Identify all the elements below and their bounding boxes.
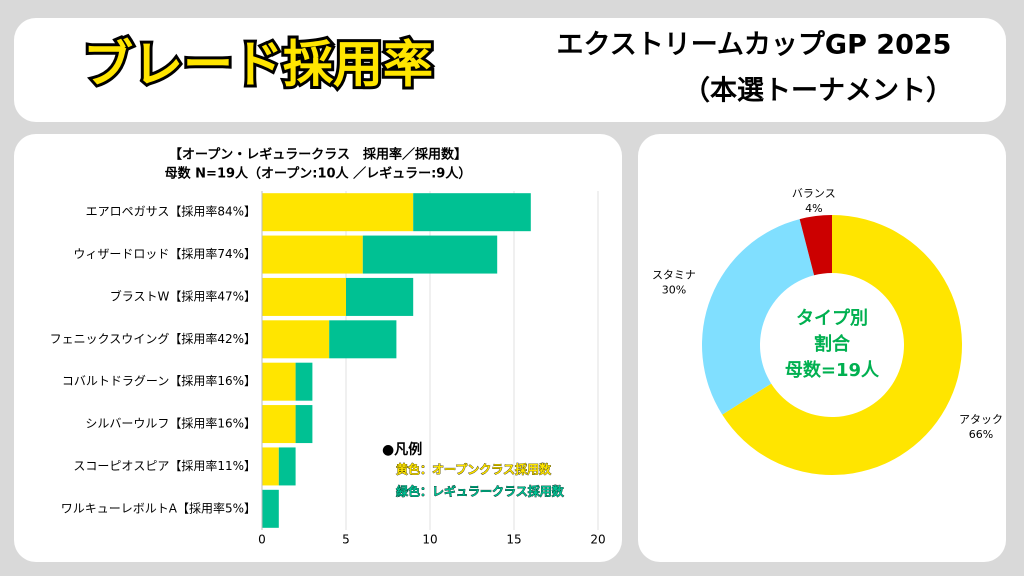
legend-entry: 黄色：オープンクラス採用数	[396, 462, 552, 477]
legend-entry: 緑色：レギュラークラス採用数	[396, 484, 565, 499]
bar-title: 【オープン・レギュラークラス 採用率／採用数】	[169, 147, 467, 163]
legend-title: ●凡例	[382, 441, 422, 458]
slice-label: スタミナ	[652, 268, 696, 281]
header-panel	[14, 18, 1006, 122]
bar-segment	[262, 405, 296, 444]
slice-value-label: 66%	[969, 428, 993, 441]
y-tick-label: ブラストW【採用率47%】	[110, 288, 256, 303]
bar-segment	[346, 277, 414, 316]
bar-segment	[295, 405, 313, 444]
donut-slice	[799, 215, 832, 276]
x-tick-label: 0	[258, 533, 266, 547]
bar-segment	[262, 320, 330, 359]
x-tick-label: 5	[342, 533, 350, 547]
donut-slice	[702, 219, 815, 415]
x-tick-label: 20	[590, 533, 605, 547]
page-subtitle: （本選トーナメント）	[683, 76, 953, 107]
x-tick-label: 10	[422, 533, 437, 547]
y-tick-label: ウィザードロッド【採用率74%】	[73, 246, 256, 261]
y-tick-label: ワルキューレボルトA【採用率5%】	[61, 500, 256, 515]
bar-segment	[329, 320, 397, 359]
bar-segment	[362, 235, 498, 274]
slice-label: バランス	[792, 187, 836, 200]
center-label: タイプ別	[796, 307, 868, 329]
donut-slice	[722, 215, 962, 476]
donut-panel	[638, 134, 1006, 562]
slice-value-label: 4%	[805, 202, 822, 215]
page-subtitle: エクストリームカップGP 2025	[557, 30, 952, 61]
bar-subtitle: 母数 N=19人（オープン:10人 ／レギュラー:9人）	[165, 166, 472, 182]
bar-segment	[262, 235, 363, 274]
page-title: ブレード採用率	[83, 36, 433, 94]
y-tick-label: コバルトドラグーン【採用率16%】	[62, 373, 256, 388]
bar-segment	[262, 362, 296, 401]
bar-segment	[278, 447, 296, 486]
y-tick-label: エアロペガサス【採用率84%】	[86, 204, 256, 219]
y-tick-label: スコーピオスピア【採用率11%】	[73, 458, 256, 473]
slice-label: アタック	[959, 413, 1003, 426]
bar-segment	[262, 447, 279, 486]
bar-segment	[295, 362, 313, 401]
bar-segment	[262, 489, 279, 528]
center-label: 割合	[814, 333, 851, 355]
bar-segment	[262, 277, 346, 316]
y-tick-label: フェニックスウイング【採用率42%】	[50, 331, 256, 346]
slice-value-label: 30%	[662, 283, 686, 296]
center-label: 母数=19人	[785, 359, 880, 381]
y-tick-label: シルバーウルフ【採用率16%】	[85, 416, 256, 431]
bar-segment	[262, 193, 414, 232]
bar-segment	[413, 193, 531, 232]
x-tick-label: 15	[506, 533, 521, 547]
